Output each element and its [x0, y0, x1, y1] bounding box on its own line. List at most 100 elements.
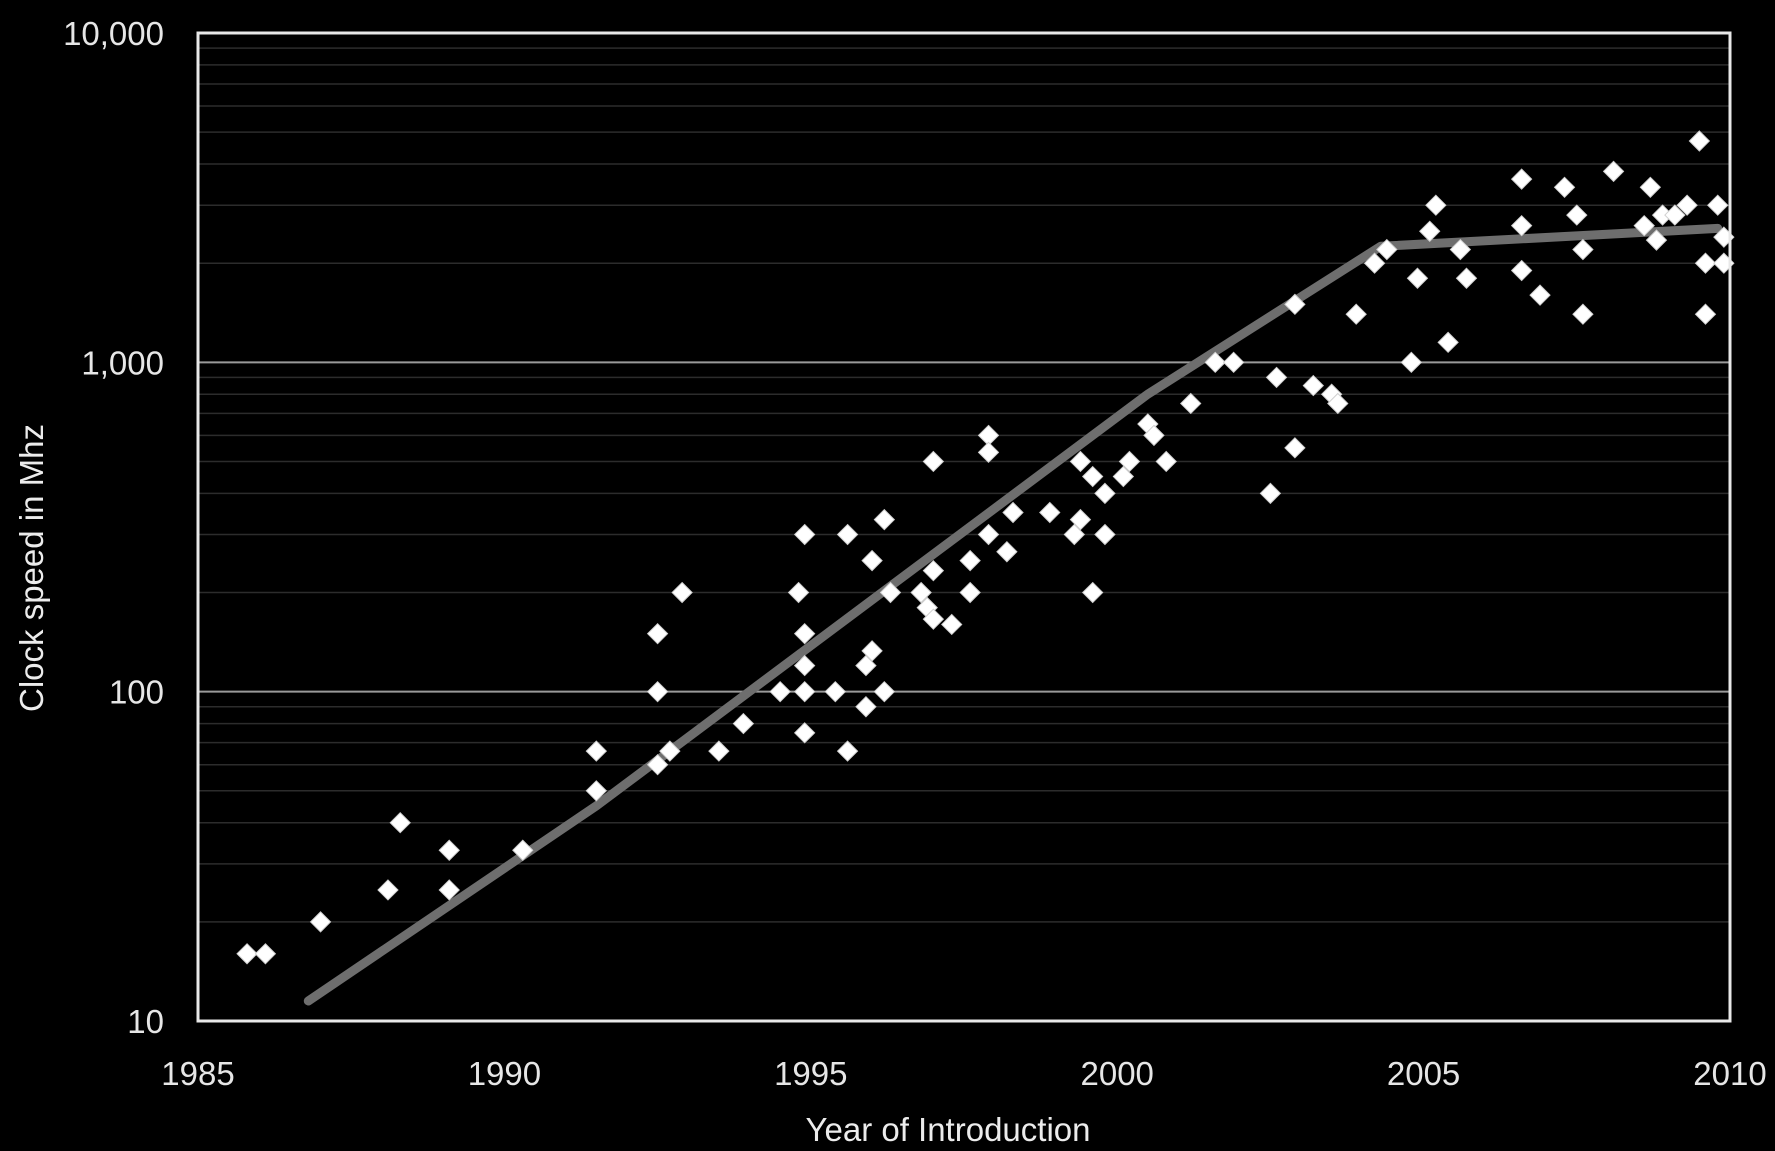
data-point — [1694, 252, 1717, 274]
x-tick-label: 1995 — [774, 1055, 847, 1092]
data-point — [1143, 424, 1165, 447]
x-axis-tick-labels: 1985 1990 1995 2000 2005 2010 — [161, 1055, 1766, 1092]
data-point — [1406, 267, 1429, 289]
data-point — [959, 549, 981, 572]
data-point — [1094, 482, 1116, 505]
data-point — [1259, 482, 1282, 505]
data-point — [377, 879, 399, 901]
x-tick-label: 2010 — [1693, 1055, 1766, 1092]
data-point — [1510, 214, 1533, 237]
data-point — [646, 680, 669, 703]
data-point — [1455, 267, 1478, 289]
data-point — [309, 911, 332, 933]
data-point — [1664, 204, 1686, 226]
data-point — [236, 943, 258, 965]
data-point — [1222, 351, 1245, 374]
data-point — [996, 541, 1018, 563]
data-point — [389, 812, 411, 834]
data-point — [708, 740, 730, 762]
data-point — [861, 549, 883, 572]
data-point — [836, 740, 859, 762]
data-point — [1094, 523, 1116, 546]
data-point — [793, 622, 816, 645]
data-point — [646, 754, 669, 776]
plot-frame — [196, 31, 1732, 1023]
data-point — [1707, 194, 1729, 216]
data-point — [1112, 465, 1135, 488]
data-point — [1081, 581, 1104, 604]
data-point — [793, 680, 816, 703]
data-points — [236, 130, 1735, 965]
data-point — [438, 879, 460, 901]
data-point — [512, 839, 534, 861]
y-tick-label: 10 — [127, 1003, 164, 1040]
data-point — [855, 696, 877, 718]
x-tick-label: 2000 — [1080, 1055, 1153, 1092]
data-point — [1155, 450, 1177, 473]
data-point — [585, 780, 608, 802]
y-tick-label: 1,000 — [81, 344, 164, 381]
data-point — [873, 508, 896, 531]
data-point — [1572, 303, 1594, 325]
data-point — [1363, 252, 1386, 274]
data-point — [1039, 501, 1061, 524]
data-point — [1002, 501, 1024, 524]
minor-gridlines — [198, 47, 1730, 923]
data-point — [585, 740, 608, 762]
data-point — [793, 654, 816, 677]
data-point — [824, 680, 847, 703]
data-point — [1437, 331, 1459, 354]
data-point — [732, 712, 755, 735]
data-point — [438, 839, 460, 861]
data-point — [1204, 351, 1226, 374]
x-axis-title: Year of Introduction — [806, 1111, 1091, 1148]
data-point — [1694, 303, 1717, 325]
data-point — [1633, 214, 1655, 237]
x-tick-label: 1985 — [161, 1055, 234, 1092]
data-point — [941, 613, 963, 636]
data-point — [922, 608, 945, 630]
data-point — [1510, 259, 1533, 282]
data-point — [873, 680, 896, 703]
data-point — [1284, 293, 1306, 316]
data-point — [879, 581, 902, 604]
data-point — [1327, 392, 1349, 415]
data-point — [1180, 392, 1202, 415]
data-point — [1069, 508, 1092, 531]
data-point — [1345, 303, 1367, 325]
x-tick-label: 2005 — [1387, 1055, 1460, 1092]
trend-line — [303, 223, 1723, 1006]
data-point — [1302, 374, 1325, 397]
data-point — [910, 581, 932, 604]
data-point — [1510, 168, 1533, 190]
data-point — [671, 581, 693, 604]
data-point — [793, 722, 816, 744]
data-point — [977, 523, 1000, 546]
data-point — [1425, 194, 1447, 216]
data-point — [793, 523, 816, 546]
data-point — [1118, 450, 1141, 473]
data-point — [836, 523, 859, 546]
data-point — [1063, 523, 1086, 546]
data-point — [922, 559, 945, 582]
data-point — [922, 450, 945, 473]
data-point — [977, 441, 1000, 464]
data-point — [1645, 229, 1668, 251]
data-point — [769, 680, 791, 703]
data-point — [1566, 204, 1588, 226]
data-point — [1553, 176, 1576, 199]
data-point — [959, 581, 981, 604]
data-point — [646, 622, 669, 645]
y-tick-label: 10,000 — [63, 15, 164, 52]
data-point — [1284, 437, 1306, 459]
data-point — [1069, 450, 1092, 473]
data-point — [1376, 238, 1398, 261]
data-point — [861, 640, 883, 662]
data-point — [254, 943, 277, 965]
data-point — [1676, 194, 1698, 216]
data-point — [659, 740, 681, 762]
data-point — [1688, 130, 1711, 152]
y-axis-title: Clock speed in Mhz — [13, 424, 50, 712]
data-point — [1265, 366, 1288, 389]
